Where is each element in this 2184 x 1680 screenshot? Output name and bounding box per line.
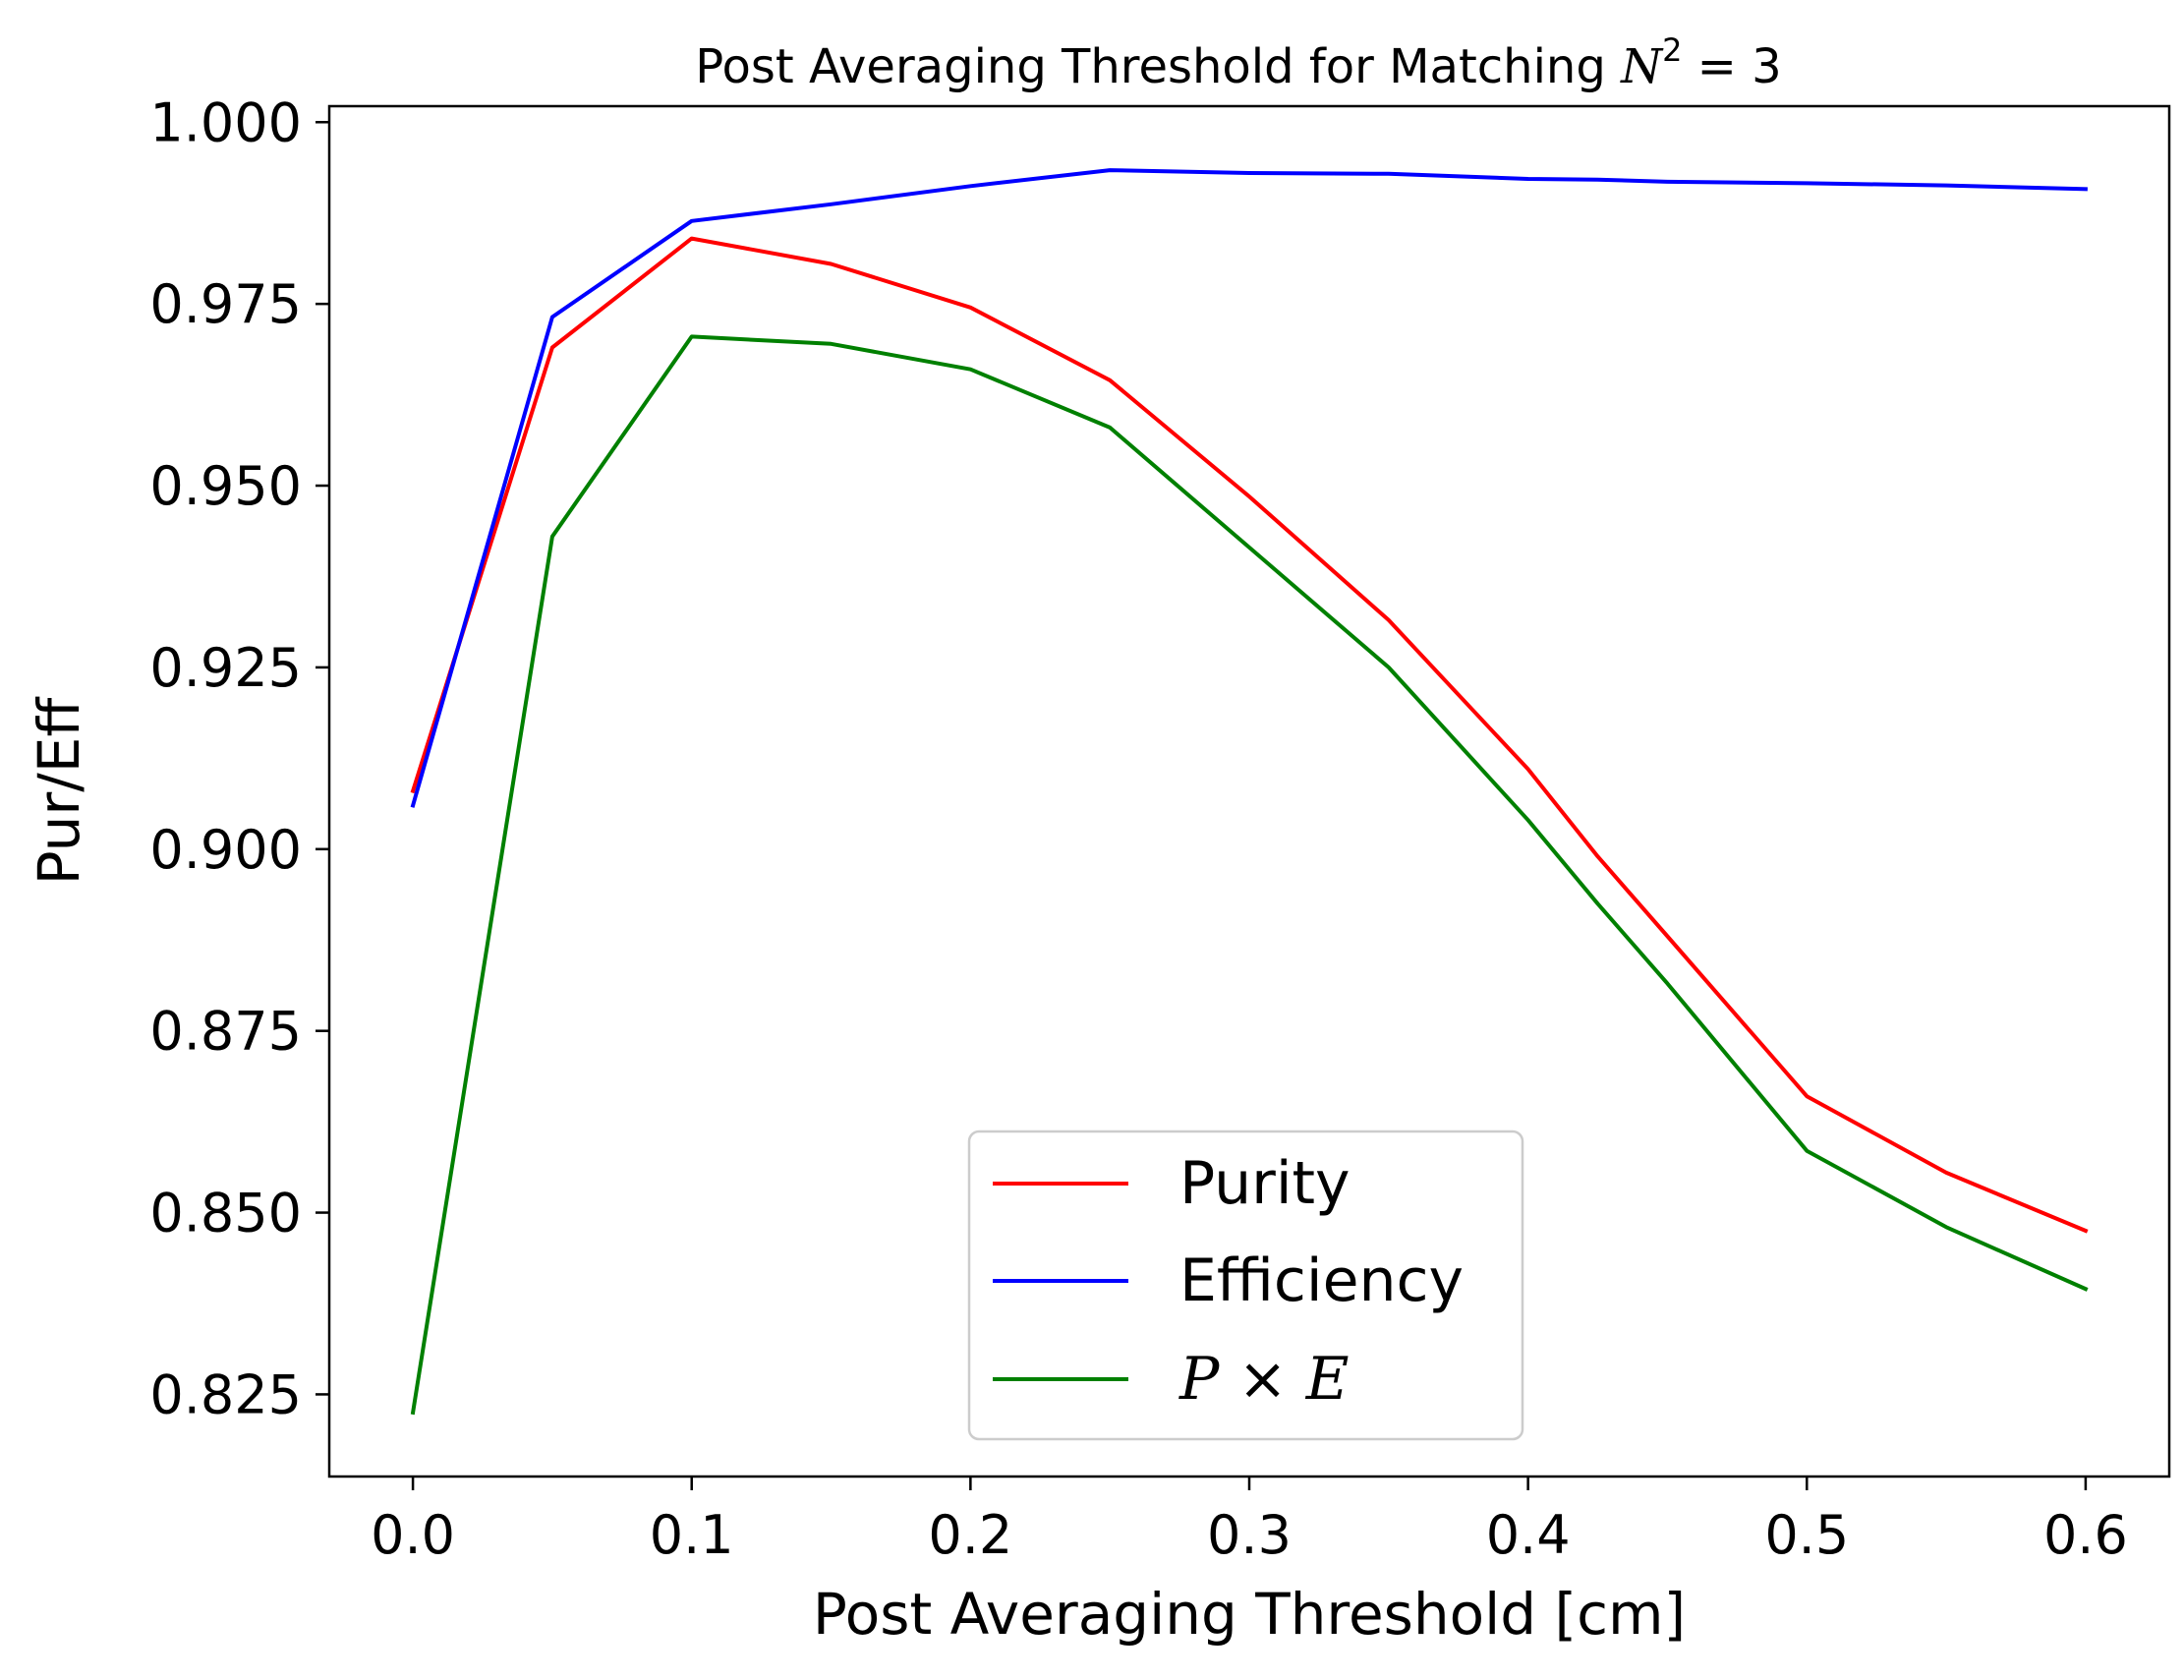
legend-label-purity: Purity — [1179, 1149, 1351, 1218]
y-tick-label: 1.000 — [149, 91, 302, 153]
x-tick-label: 0.2 — [928, 1504, 1012, 1566]
x-tick-label: 0.1 — [650, 1504, 734, 1566]
series-line-purity — [410, 236, 2089, 1234]
chart-title-math-rest: = 3 — [1682, 39, 1781, 94]
x-tick-label: 0.6 — [2043, 1504, 2128, 1566]
y-tick-label: 0.850 — [149, 1183, 302, 1245]
legend-label-times: × — [1219, 1345, 1305, 1414]
y-tick-label: 0.875 — [149, 1001, 302, 1063]
y-axis-label: Pur/Eff — [26, 696, 92, 886]
legend-box — [967, 1130, 1524, 1441]
chart-title-math-sup: 2 — [1662, 31, 1682, 69]
legend-label-p: P — [1178, 1345, 1221, 1414]
y-tick-label: 0.950 — [149, 455, 302, 517]
chart-title: Post Averaging Threshold for Matching N2… — [695, 31, 1781, 94]
series-line-efficiency — [410, 168, 2088, 808]
x-tick-label: 0.0 — [371, 1504, 455, 1566]
y-tick-label: 0.900 — [149, 819, 302, 881]
y-tick-label: 0.975 — [149, 273, 302, 335]
series-lines — [410, 168, 2089, 1416]
legend-label-efficiency: Efficiency — [1179, 1246, 1464, 1315]
chart-title-prefix: Post Averaging Threshold for Matching — [695, 39, 1621, 94]
x-axis-label: Post Averaging Threshold [cm] — [813, 1581, 1686, 1648]
series-line-p-times-e — [410, 334, 2089, 1416]
x-tick-label: 0.4 — [1486, 1504, 1571, 1566]
x-tick-label: 0.3 — [1207, 1504, 1292, 1566]
x-tick-label: 0.5 — [1764, 1504, 1849, 1566]
legend-label-e: E — [1305, 1345, 1350, 1414]
chart-title-math-base: N — [1620, 39, 1664, 94]
y-axis: 0.825 0.850 0.875 0.900 0.925 0.950 0.975 1.000 — [149, 91, 329, 1425]
x-axis: 0.0 0.1 0.2 0.3 0.4 0.5 0.6 — [371, 1477, 2128, 1566]
legend-label-p-times-e: P × E — [1178, 1345, 1350, 1414]
y-tick-label: 0.825 — [149, 1363, 302, 1425]
y-tick-label: 0.925 — [149, 637, 302, 699]
legend: Purity Efficiency P × E — [967, 1130, 1524, 1441]
